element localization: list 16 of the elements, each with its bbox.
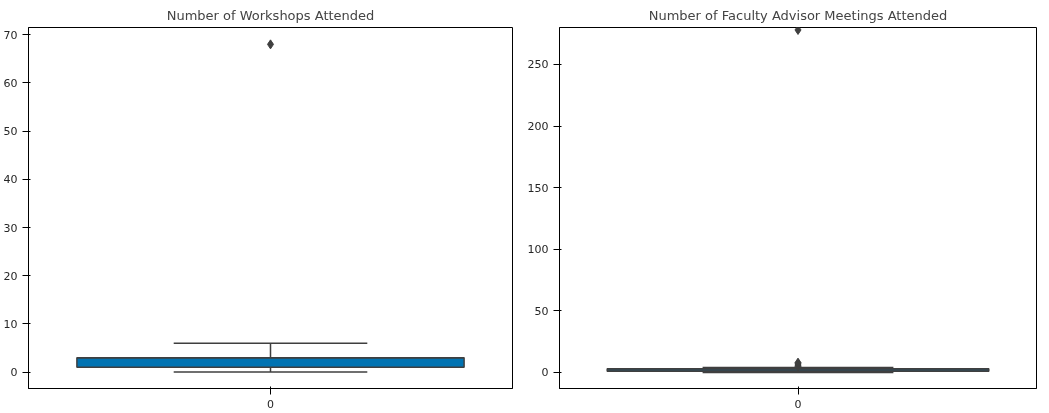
y-tick-label: 100 bbox=[527, 243, 549, 257]
y-tick-label: 60 bbox=[3, 76, 18, 90]
y-tick-label: 10 bbox=[3, 317, 18, 331]
chart-title: Number of Faculty Advisor Meetings Attended bbox=[648, 7, 948, 23]
y-tick-label: 30 bbox=[3, 221, 18, 235]
y-tick-label: 250 bbox=[527, 58, 549, 72]
y-tick-label: 0 bbox=[10, 366, 18, 380]
y-tick-label: 0 bbox=[541, 366, 549, 380]
y-tick-label: 150 bbox=[527, 181, 549, 195]
y-tick-label: 40 bbox=[3, 173, 18, 187]
y-tick-label: 50 bbox=[3, 125, 18, 139]
chart-title: Number of Workshops Attended bbox=[166, 7, 375, 23]
y-tick-label: 200 bbox=[527, 120, 549, 134]
y-tick-label: 50 bbox=[534, 304, 549, 318]
y-tick-label: 70 bbox=[3, 28, 18, 42]
y-tick-label: 20 bbox=[3, 269, 18, 283]
